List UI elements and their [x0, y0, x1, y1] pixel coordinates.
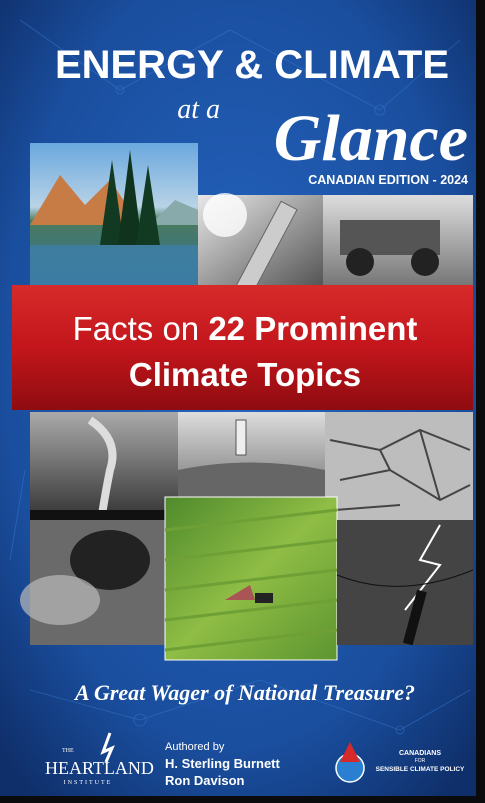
partner-line-1: CANADIANS: [399, 750, 441, 757]
photo-field: [164, 496, 338, 661]
photo-lightning: [336, 520, 474, 646]
network-pattern: [9, 19, 471, 735]
authors-heading: Authored by: [165, 741, 225, 753]
publisher-bottom: INSTITUTE: [64, 780, 113, 786]
subtitle-script: Glance: [274, 102, 468, 175]
author-name: Ron Davison: [165, 773, 245, 788]
photo-truck: [323, 195, 473, 285]
partner-logo: [335, 742, 365, 783]
photo-smoke-trees: [20, 520, 165, 645]
partner-line-2: FOR: [415, 758, 426, 764]
publisher-top: THE: [62, 748, 74, 754]
partner-line-3: SENSIBLE CLIMATE POLICY: [376, 766, 465, 773]
heartland-logo-icon: [100, 732, 115, 763]
photo-thermometer: [198, 193, 323, 295]
photo-cracked-earth: [325, 412, 473, 520]
banner: [12, 285, 473, 410]
publisher-name: HEARTLAND: [45, 758, 154, 778]
title: ENERGY & CLIMATE: [55, 43, 449, 87]
photo-lighthouse: [178, 412, 325, 498]
subtitle-small: at a: [177, 94, 220, 125]
banner-line-1: Facts on 22 Prominent: [73, 310, 418, 347]
banner-line-2: Climate Topics: [129, 356, 361, 393]
photo-tornado: [30, 412, 178, 520]
author-name: H. Sterling Burnett: [165, 756, 281, 771]
tagline: A Great Wager of National Treasure?: [73, 680, 415, 705]
banner-light: Facts on: [73, 310, 200, 347]
photo-mountain-lake: [30, 143, 198, 285]
banner-bold: 22 Prominent: [208, 310, 417, 347]
edition: CANADIAN EDITION - 2024: [308, 173, 468, 187]
